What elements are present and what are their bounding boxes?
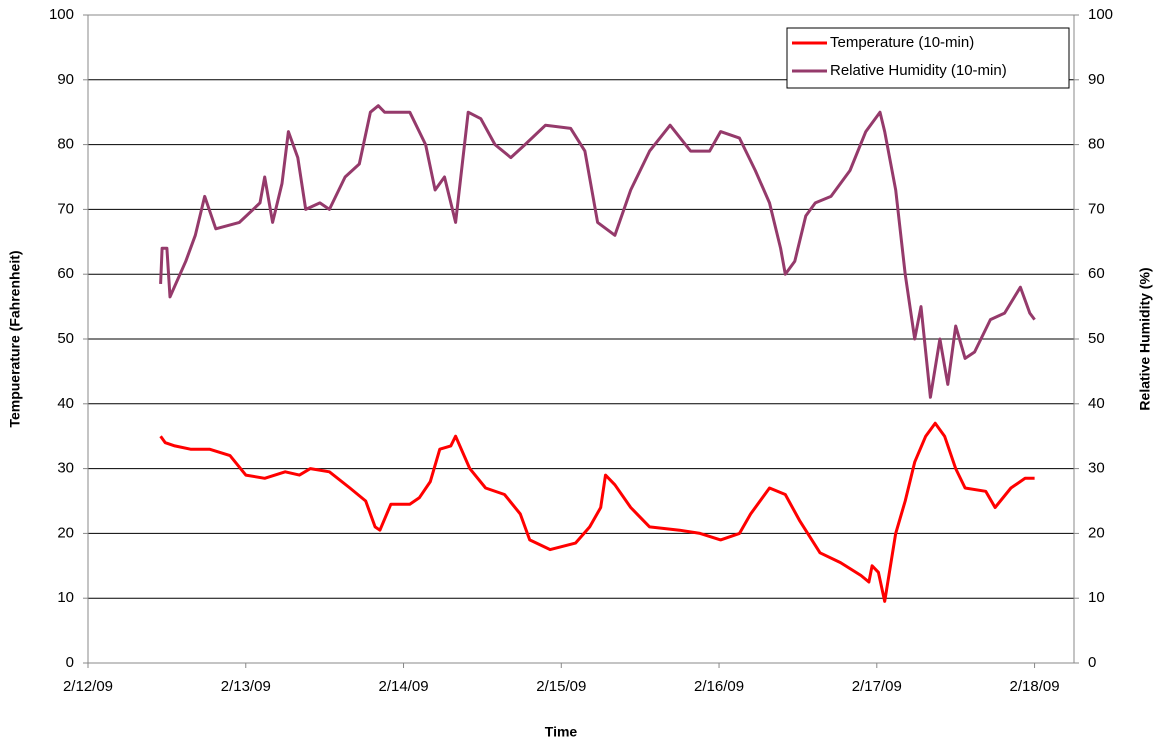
y2-tick-label: 50	[1088, 330, 1105, 347]
y2-tick-label: 20	[1088, 524, 1105, 541]
series-line	[159, 104, 1036, 399]
plot-frame	[87, 14, 1075, 664]
y2-tick-label: 40	[1088, 395, 1105, 412]
x-tick-label: 2/15/09	[536, 678, 586, 695]
y-tick-label: 70	[57, 200, 74, 217]
y2-tick-label: 90	[1088, 71, 1105, 88]
legend-label: Temperature (10-min)	[830, 34, 974, 51]
legend-label: Relative Humidity (10-min)	[830, 62, 1007, 79]
y-tick-label: 20	[57, 524, 74, 541]
y-tick-label: 0	[66, 654, 74, 671]
y-tick-label: 50	[57, 330, 74, 347]
y2-tick-label: 60	[1088, 265, 1105, 282]
y-tick-label: 10	[57, 589, 74, 606]
legend-box	[786, 27, 1070, 89]
y2-tick-label: 10	[1088, 589, 1105, 606]
y2-tick-label: 70	[1088, 200, 1105, 217]
y-tick-label: 100	[49, 6, 74, 23]
y-tick-label: 30	[57, 460, 74, 477]
x-tick-label: 2/14/09	[378, 678, 428, 695]
y-axis-title: Tempuerature (Fahrenheit)	[7, 250, 23, 427]
y2-tick-label: 80	[1088, 136, 1105, 153]
y2-tick-label: 30	[1088, 460, 1105, 477]
x-axis-title: Time	[545, 724, 578, 740]
x-tick-label: 2/16/09	[694, 678, 744, 695]
x-tick-label: 2/13/09	[221, 678, 271, 695]
y-tick-label: 60	[57, 265, 74, 282]
series-line	[159, 421, 1035, 603]
y-tick-label: 40	[57, 395, 74, 412]
x-tick-label: 2/18/09	[1010, 678, 1060, 695]
y2-tick-label: 100	[1088, 6, 1113, 23]
y-tick-label: 80	[57, 136, 74, 153]
y2-axis-title: Relative Humidity (%)	[1137, 267, 1153, 410]
y2-tick-label: 0	[1088, 654, 1096, 671]
y-tick-label: 90	[57, 71, 74, 88]
x-tick-label: 2/17/09	[852, 678, 902, 695]
x-tick-label: 2/12/09	[63, 678, 113, 695]
